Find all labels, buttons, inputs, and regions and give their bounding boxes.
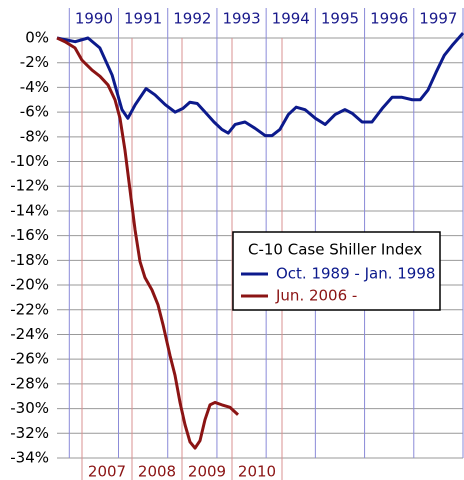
x-tick-label: 1996 [370, 10, 408, 28]
y-tick-label: -2% [20, 53, 49, 71]
y-tick-label: -34% [10, 449, 49, 467]
x-tick-label: 1997 [419, 10, 457, 28]
y-tick-label: -20% [10, 276, 49, 294]
y-tick-label: -12% [10, 177, 49, 195]
x2-tick-label: 2007 [88, 463, 126, 480]
y-tick-label: -24% [10, 325, 49, 343]
y-tick-label: 0% [25, 29, 49, 47]
x-tick-label: 1993 [222, 10, 260, 28]
y-tick-label: -6% [20, 103, 49, 121]
y-tick-label: -30% [10, 399, 49, 417]
y-tick-label: -22% [10, 300, 49, 318]
y-tick-label: -8% [20, 127, 49, 145]
x-tick-label: 1995 [321, 10, 359, 28]
x2-tick-label: 2009 [188, 463, 226, 480]
y-tick-label: -14% [10, 201, 49, 219]
y-tick-label: -26% [10, 350, 49, 368]
y-tick-label: -18% [10, 251, 49, 269]
legend-label: Oct. 1989 - Jan. 1998 [276, 265, 435, 283]
legend-title: C-10 Case Shiller Index [248, 241, 422, 259]
y-tick-label: -16% [10, 226, 49, 244]
series-line [56, 32, 464, 138]
x-tick-label: 1990 [75, 10, 113, 28]
y-tick-label: -28% [10, 374, 49, 392]
x2-tick-label: 2008 [138, 463, 176, 480]
y-tick-label: -4% [20, 78, 49, 96]
y-tick-label: -32% [10, 424, 49, 442]
series-line [56, 36, 240, 450]
y-tick-label: -10% [10, 152, 49, 170]
x-tick-label: 1992 [173, 10, 211, 28]
x-tick-label: 1991 [124, 10, 162, 28]
legend-label: Jun. 2006 - [275, 287, 357, 305]
x-tick-label: 1994 [272, 10, 310, 28]
x2-tick-label: 2010 [238, 463, 276, 480]
